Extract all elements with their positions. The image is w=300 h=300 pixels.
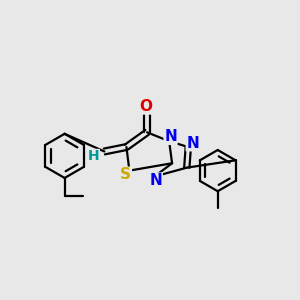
Text: N: N [186, 136, 199, 151]
Text: H: H [88, 149, 99, 164]
Text: O: O [139, 99, 152, 114]
Text: S: S [120, 167, 131, 182]
Text: N: N [149, 173, 162, 188]
Text: N: N [164, 129, 177, 144]
